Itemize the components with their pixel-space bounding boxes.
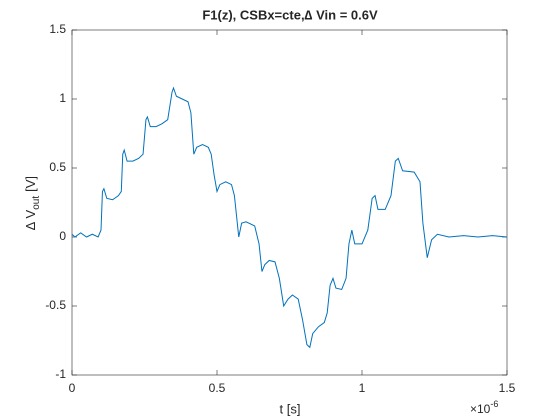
y-axis-label: ∆ Vout [V] (23, 176, 41, 230)
x-exponent-power: -6 (490, 399, 498, 409)
plot-area (71, 29, 508, 376)
signal-line (71, 86, 508, 349)
x-tick-label: 0.5 (209, 381, 226, 395)
y-tick-label: 1 (59, 91, 66, 105)
y-label-unit: [V] (23, 176, 38, 192)
y-label-main: ∆ V (23, 209, 38, 230)
x-exponent: ×10-6 (470, 399, 498, 416)
y-tick-label: -1 (55, 367, 66, 381)
y-tick-label: 0 (59, 229, 66, 243)
x-exponent-base: ×10 (470, 402, 491, 416)
chart-title: F1(z), CSBx=cte,∆ Vin = 0.6V (202, 7, 378, 22)
x-axis-label: t [s] (280, 401, 301, 416)
y-tick-label: 0.5 (49, 160, 66, 174)
x-tick-label: 1 (359, 381, 366, 395)
y-tick-label: -0.5 (45, 298, 66, 312)
x-tick-label: 0 (69, 381, 76, 395)
y-tick-label: 1.5 (49, 22, 66, 36)
y-label-sub: out (31, 196, 42, 210)
x-tick-label: 1.5 (499, 381, 516, 395)
